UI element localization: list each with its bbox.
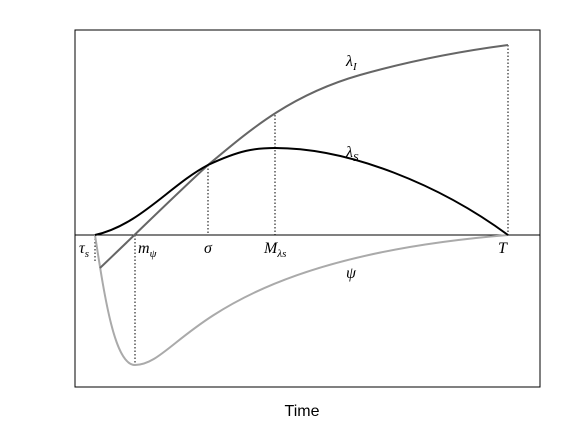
marker-label: mψ <box>138 240 157 260</box>
curve-label: λI <box>345 53 358 73</box>
frame <box>74 29 541 388</box>
marker-label: σ <box>204 240 213 257</box>
marker-label: T <box>498 240 508 257</box>
curve-label: ψ <box>346 265 357 282</box>
marker-label: Mλs <box>263 240 286 260</box>
curve-label: λS <box>345 144 359 164</box>
lambda-i-curve <box>99 44 509 269</box>
x-axis-label: Time <box>285 403 320 420</box>
lambda-s-curve <box>94 146 509 236</box>
psi-curve <box>94 234 509 367</box>
marker-label: τs <box>79 240 89 260</box>
